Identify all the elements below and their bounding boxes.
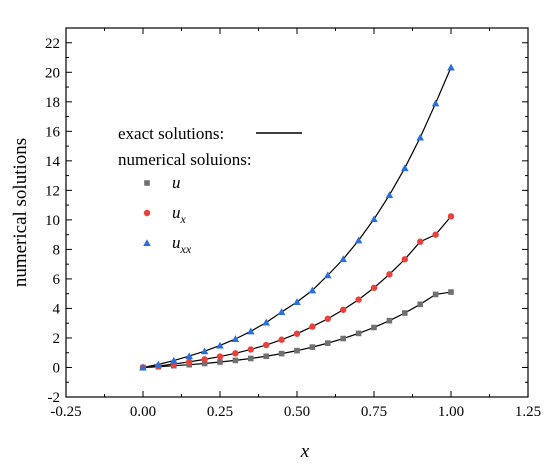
data-point-u-xx <box>354 236 363 244</box>
data-point-u-xx <box>154 360 163 368</box>
y-tick-label: 12 <box>45 183 60 199</box>
data-point-u <box>278 350 285 357</box>
data-point-u-xx <box>262 318 270 326</box>
data-point-u-x <box>386 271 393 278</box>
x-tick-label: 0.50 <box>284 404 310 420</box>
data-point-u-xx <box>277 308 286 316</box>
data-point-u-x <box>340 306 347 313</box>
data-point-u-xx <box>200 347 209 355</box>
y-tick-label: 6 <box>53 272 61 288</box>
data-point-u-x <box>186 358 193 366</box>
data-point-u-x <box>401 256 408 263</box>
data-point-u-xx <box>370 215 378 223</box>
data-point-u <box>201 360 208 367</box>
y-axis-title: numerical solutions <box>10 138 31 287</box>
y-tick-label: 10 <box>45 213 60 229</box>
y-tick-label: 4 <box>53 301 61 317</box>
y-tick-label: -2 <box>48 390 61 406</box>
data-point-u-x <box>447 213 455 220</box>
legend-marker-u-x <box>143 209 151 217</box>
x-tick-label: 0.25 <box>207 404 233 420</box>
data-point-u <box>417 301 423 308</box>
data-point-u <box>325 340 331 346</box>
x-tick-label: -0.25 <box>50 404 81 420</box>
data-point-u-xx <box>431 99 440 107</box>
data-point-u <box>248 355 254 362</box>
y-tick-label: 22 <box>45 36 60 52</box>
data-point-u <box>232 357 239 364</box>
x-tick-label: 1.25 <box>515 404 541 420</box>
data-point-u-xx <box>170 356 178 364</box>
data-point-u <box>309 344 316 350</box>
data-point-u-x <box>247 346 254 353</box>
data-point-u-xx <box>293 298 301 305</box>
data-point-u <box>386 317 393 324</box>
data-point-u <box>402 310 408 316</box>
data-point-u-x <box>263 341 270 349</box>
data-point-u-x <box>201 356 208 363</box>
x-axis-title: x <box>300 441 310 462</box>
exact-solution-line-u-xx <box>142 67 452 369</box>
data-point-u-xx <box>216 341 224 349</box>
data-point-u-x <box>370 284 378 291</box>
y-tick-label: 18 <box>45 95 60 111</box>
data-point-u-xx <box>139 363 147 371</box>
legend-entry-u-xx: uxx <box>172 233 192 256</box>
plot-frame <box>65 27 529 398</box>
data-point-u-x <box>309 323 316 330</box>
data-point-u-xx <box>447 63 455 71</box>
data-point-u <box>263 353 269 360</box>
y-tick-label: 14 <box>45 154 61 170</box>
legend-marker-u-xx <box>143 239 151 247</box>
data-point-u-xx <box>185 352 193 360</box>
y-tick-label: 16 <box>45 124 61 140</box>
data-point-u <box>371 324 377 331</box>
y-tick-label: 0 <box>53 360 61 376</box>
data-point-u-x <box>278 336 285 343</box>
data-point-u-xx <box>247 327 255 335</box>
legend-numerical-label: numerical soluions: <box>118 150 252 169</box>
data-point-u-xx <box>416 133 424 141</box>
data-point-u-xx <box>308 286 317 294</box>
legend-entry-u: u <box>172 173 181 192</box>
exact-solution-line-u-x <box>142 215 452 369</box>
data-point-u-xx <box>324 271 332 279</box>
y-tick-label: 20 <box>45 65 60 81</box>
data-point-u-xx <box>385 191 394 199</box>
data-point-u-x <box>293 330 301 337</box>
data-point-u-xx <box>401 164 409 172</box>
data-point-u-x <box>232 350 239 357</box>
data-point-u <box>217 359 223 365</box>
x-tick-label: 0.75 <box>361 404 387 420</box>
data-point-u <box>432 291 439 298</box>
data-point-u-xx <box>339 255 347 263</box>
data-point-u <box>355 330 362 337</box>
data-point-u-x <box>324 315 331 322</box>
data-point-u-x <box>417 238 424 245</box>
y-tick-label: 8 <box>53 242 61 258</box>
data-point-u-x <box>216 353 224 360</box>
x-tick-label: 0.00 <box>130 404 156 420</box>
data-point-u-x <box>355 296 362 303</box>
data-point-u-x <box>432 231 439 238</box>
data-point-u <box>340 335 346 342</box>
y-tick-label: 2 <box>53 331 61 347</box>
data-point-u <box>294 347 300 354</box>
data-point-u <box>448 289 454 295</box>
data-point-u-xx <box>231 335 240 343</box>
legend-marker-u <box>144 180 150 186</box>
legend-entry-u-x: ux <box>172 203 187 226</box>
x-tick-label: 1.00 <box>438 404 464 420</box>
legend-exact-label: exact solutions: <box>118 124 224 143</box>
